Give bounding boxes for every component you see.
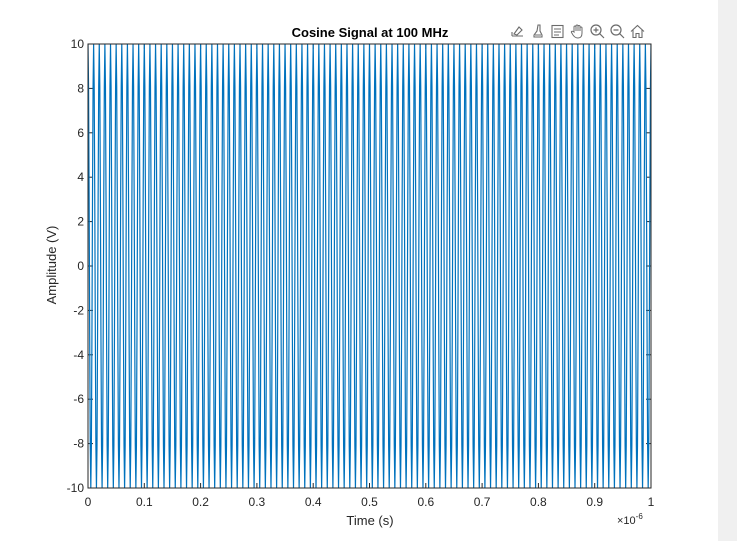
y-tick-label: 10 <box>71 37 85 51</box>
x-tick-label: 0.6 <box>417 495 434 509</box>
figure-window: 0 0.1 0.2 0.3 0.4 0.5 0.6 0.7 0.8 0.9 1 10 8 6 4 2 0 -2 -… <box>44 20 655 528</box>
cosine-plot: 0 0.1 0.2 0.3 0.4 0.5 0.6 0.7 0.8 0.9 1 10 8 6 4 2 0 -2 -… <box>44 25 655 528</box>
x-tick-label: 0.7 <box>474 495 491 509</box>
home-icon <box>630 24 645 38</box>
x-axis-exponent: ×10-6 <box>617 512 643 527</box>
y-tick-label: 8 <box>77 81 84 95</box>
brush-button[interactable] <box>528 21 547 41</box>
axes-box <box>87 43 652 489</box>
x-tick-label: 0.3 <box>249 495 266 509</box>
x-exponent-base: ×10 <box>617 515 636 527</box>
export-icon <box>511 25 523 37</box>
x-tick-label: 0.8 <box>530 495 547 509</box>
chart-title: Cosine Signal at 100 MHz <box>292 25 449 40</box>
datatip-button[interactable] <box>548 21 567 41</box>
x-tick-label: 0 <box>85 495 92 509</box>
datatip-icon <box>551 24 564 38</box>
pan-button[interactable] <box>568 21 587 41</box>
signal-line <box>88 44 651 488</box>
x-tick-label: 1 <box>648 495 655 509</box>
y-tick-label: -8 <box>73 437 84 451</box>
tick-marks <box>87 43 652 489</box>
y-tick-label: 2 <box>77 215 84 229</box>
export-button[interactable] <box>508 21 527 41</box>
zoom-in-icon <box>590 23 605 38</box>
y-tick-label: -4 <box>73 348 84 362</box>
x-tick-label: 0.5 <box>361 495 378 509</box>
y-tick-labels: 10 8 6 4 2 0 -2 -4 -6 -8 -10 <box>67 37 85 495</box>
x-tick-label: 0.2 <box>192 495 209 509</box>
y-tick-label: 6 <box>77 126 84 140</box>
home-button[interactable] <box>628 21 647 41</box>
y-tick-label: -6 <box>73 392 84 406</box>
x-tick-labels: 0 0.1 0.2 0.3 0.4 0.5 0.6 0.7 0.8 0.9 1 <box>85 495 655 509</box>
x-tick-label: 0.1 <box>136 495 153 509</box>
x-exponent-power: -6 <box>636 512 644 521</box>
brush-icon <box>533 23 543 38</box>
axes-toolbar <box>508 20 647 42</box>
y-tick-label: 0 <box>77 259 84 273</box>
zoom-out-icon <box>610 23 625 38</box>
y-tick-label: 4 <box>77 170 84 184</box>
pan-icon <box>570 23 583 39</box>
zoom-in-button[interactable] <box>588 21 607 41</box>
y-tick-label: -10 <box>67 481 85 495</box>
signal-line-layer <box>88 44 651 488</box>
x-axis-label: Time (s) <box>346 513 393 528</box>
y-tick-label: -2 <box>73 303 84 317</box>
scrollbar-track[interactable] <box>718 0 737 541</box>
y-axis-label: Amplitude (V) <box>44 226 59 305</box>
x-tick-label: 0.4 <box>305 495 322 509</box>
x-tick-label: 0.9 <box>586 495 603 509</box>
zoom-out-button[interactable] <box>608 21 627 41</box>
